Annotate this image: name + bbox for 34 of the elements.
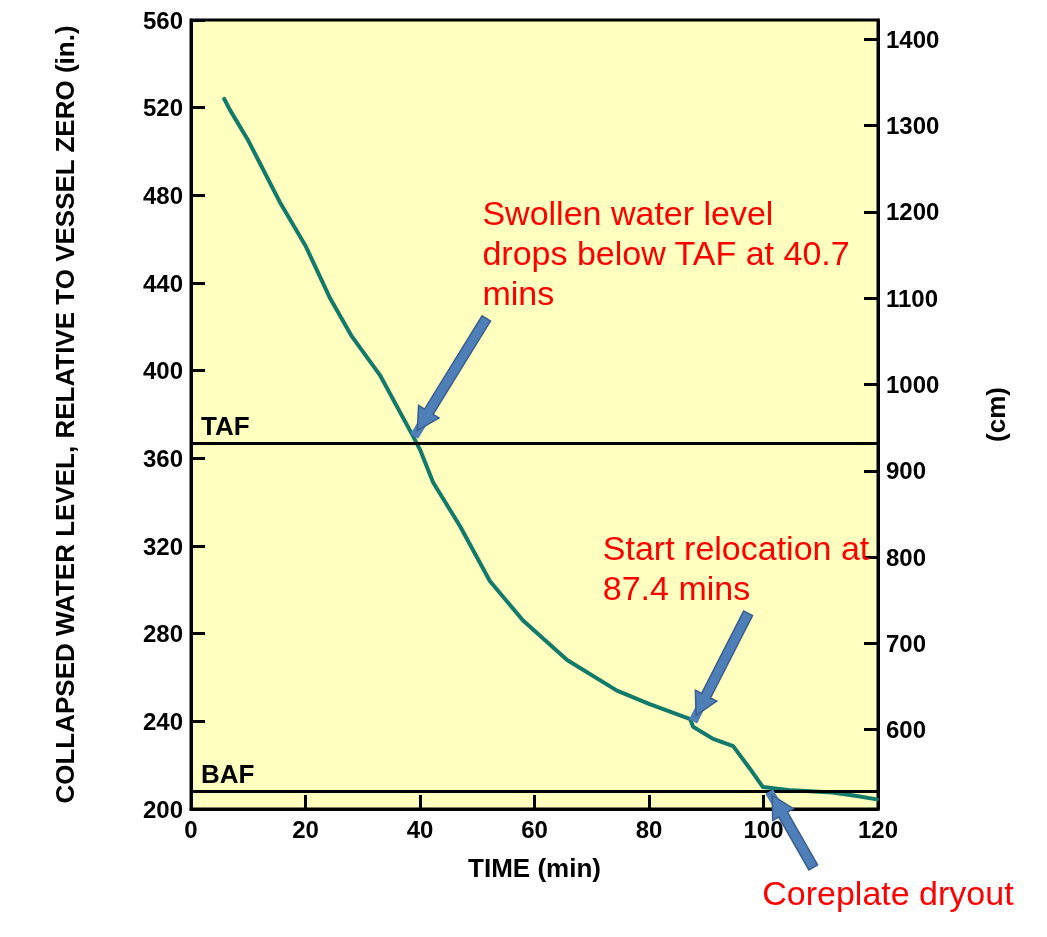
- y2-tick-label: 1400: [886, 25, 940, 53]
- annotation: Start relocation at 87.4 mins: [602, 528, 879, 607]
- x-axis-title: TIME (min): [468, 853, 601, 883]
- annotation: Swollen water level drops below TAF at 40.7 mins: [482, 194, 860, 313]
- y-tick-label: 520: [142, 94, 183, 122]
- y-tick-label: 280: [142, 620, 183, 648]
- y-tick-label: 360: [142, 444, 183, 472]
- y2-tick-label: 1000: [886, 370, 940, 398]
- y-tick-label: 400: [142, 357, 183, 385]
- y2-tick-label: 700: [886, 629, 927, 657]
- y2-axis-title: (cm): [981, 387, 1011, 442]
- ref-line-label: BAF: [201, 759, 255, 790]
- x-tick-label: 100: [743, 815, 784, 843]
- y2-tick-label: 800: [886, 543, 927, 571]
- y2-tick-label: 1100: [886, 284, 939, 312]
- y2-tick-label: 1200: [886, 198, 940, 226]
- y-tick-label: 480: [142, 181, 183, 209]
- y-axis-title: COLLAPSED WATER LEVEL, RELATIVE TO VESSEL ZERO (in.): [50, 25, 80, 804]
- x-tick-label: 40: [406, 815, 434, 843]
- x-tick-label: 120: [857, 815, 899, 843]
- x-tick-label: 20: [292, 815, 319, 843]
- annotation: Coreplate dryout: [762, 873, 1015, 912]
- y2-tick-label: 1300: [886, 112, 940, 140]
- y-tick-label: 560: [142, 6, 183, 34]
- y2-tick-label: 900: [886, 457, 927, 485]
- ref-line-label: TAF: [201, 410, 250, 441]
- y2-tick-label: 600: [886, 716, 927, 744]
- y-tick-label: 320: [142, 532, 183, 560]
- x-tick-label: 80: [635, 815, 663, 843]
- y-tick-label: 240: [142, 707, 183, 735]
- y-tick-label: 200: [142, 795, 183, 823]
- x-tick-label: 60: [521, 815, 548, 843]
- x-tick-label: 0: [184, 815, 198, 843]
- y-tick-label: 440: [142, 269, 183, 297]
